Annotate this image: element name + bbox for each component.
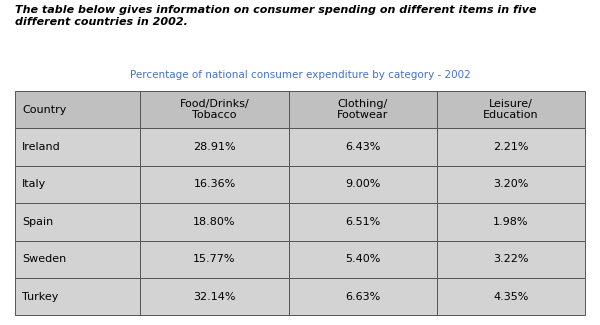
Text: 3.22%: 3.22%: [493, 254, 529, 264]
Text: Leisure/
Education: Leisure/ Education: [483, 99, 539, 121]
Text: Turkey: Turkey: [22, 292, 59, 302]
Bar: [140, 166, 289, 203]
Text: 2.21%: 2.21%: [493, 142, 529, 152]
Text: 9.00%: 9.00%: [345, 179, 380, 189]
Bar: [289, 203, 437, 240]
Text: 15.77%: 15.77%: [193, 254, 236, 264]
Bar: [140, 240, 289, 278]
Bar: [15, 128, 140, 166]
Text: 3.20%: 3.20%: [493, 179, 529, 189]
Text: Clothing/
Footwear: Clothing/ Footwear: [337, 99, 388, 121]
Bar: [289, 166, 437, 203]
Bar: [437, 128, 585, 166]
Bar: [437, 203, 585, 240]
Bar: [289, 240, 437, 278]
Bar: [15, 166, 140, 203]
Bar: [437, 278, 585, 315]
Text: Spain: Spain: [22, 217, 53, 227]
Bar: [15, 240, 140, 278]
Text: 6.43%: 6.43%: [345, 142, 380, 152]
Text: 1.98%: 1.98%: [493, 217, 529, 227]
Text: 32.14%: 32.14%: [193, 292, 236, 302]
Text: Food/Drinks/
Tobacco: Food/Drinks/ Tobacco: [179, 99, 250, 121]
Bar: [437, 166, 585, 203]
Text: The table below gives information on consumer spending on different items in fiv: The table below gives information on con…: [15, 5, 536, 27]
Text: 6.51%: 6.51%: [345, 217, 380, 227]
Bar: [140, 91, 289, 128]
Bar: [140, 278, 289, 315]
Text: Italy: Italy: [22, 179, 46, 189]
Bar: [437, 91, 585, 128]
Text: 16.36%: 16.36%: [193, 179, 236, 189]
Text: Ireland: Ireland: [22, 142, 61, 152]
Bar: [15, 91, 140, 128]
Text: Country: Country: [22, 105, 67, 115]
Bar: [289, 278, 437, 315]
Bar: [437, 240, 585, 278]
Text: 6.63%: 6.63%: [345, 292, 380, 302]
Text: 28.91%: 28.91%: [193, 142, 236, 152]
Bar: [15, 203, 140, 240]
Bar: [289, 128, 437, 166]
Text: 4.35%: 4.35%: [493, 292, 529, 302]
Bar: [15, 278, 140, 315]
Text: 18.80%: 18.80%: [193, 217, 236, 227]
Text: Percentage of national consumer expenditure by category - 2002: Percentage of national consumer expendit…: [130, 70, 470, 80]
Bar: [140, 203, 289, 240]
Bar: [140, 128, 289, 166]
Text: Sweden: Sweden: [22, 254, 67, 264]
Bar: [289, 91, 437, 128]
Text: 5.40%: 5.40%: [345, 254, 380, 264]
